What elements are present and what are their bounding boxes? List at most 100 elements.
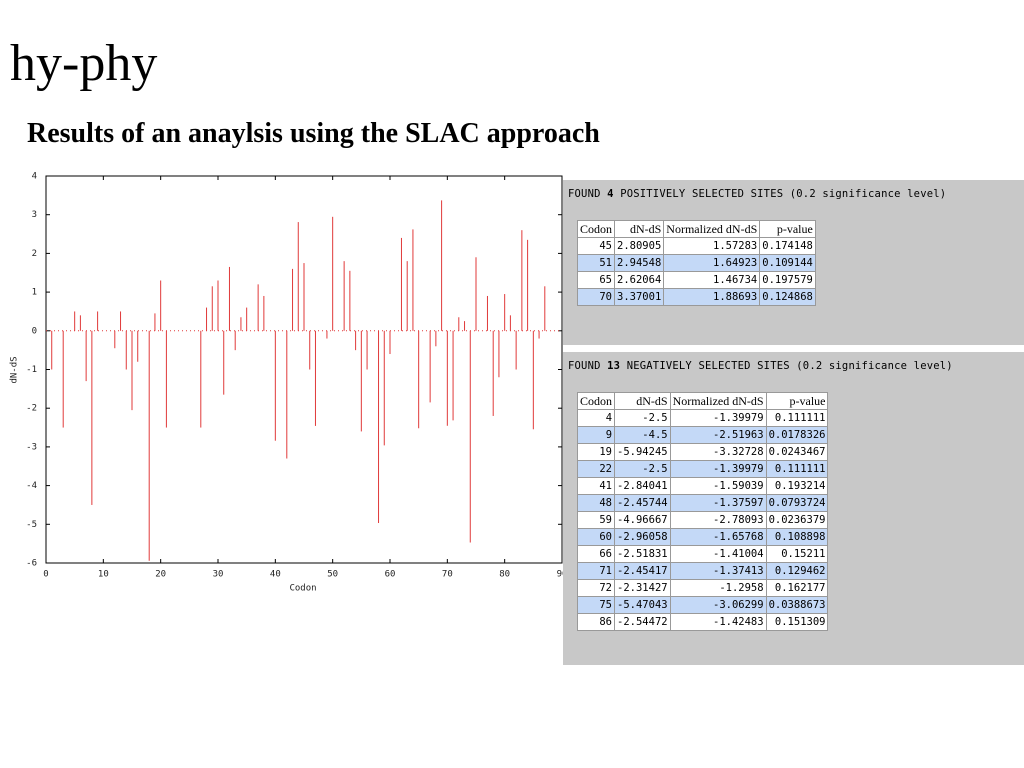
table-cell: 0.15211 (765, 545, 829, 563)
table-cell: -2.5 (614, 460, 671, 478)
heading-text: NEGATIVELY SELECTED SITES (0.2 significa… (626, 360, 953, 372)
table-head: Codon dN-dS Normalized dN-dS p-value (576, 220, 816, 238)
bar (326, 330, 328, 339)
bar (79, 315, 81, 331)
bar (332, 216, 334, 331)
table-row: 45 2.80905 1.57283 0.174148 (576, 237, 816, 255)
table-cell: 0.151309 (765, 613, 829, 631)
bar (355, 330, 357, 351)
bar (400, 237, 402, 331)
table-cell: 1.46734 (663, 271, 761, 289)
bar (62, 330, 64, 428)
column-header: p-value (759, 220, 816, 238)
table-cell: 70 (576, 288, 616, 306)
bar (458, 317, 460, 331)
bar (125, 330, 127, 370)
table-panel: FOUND 13 NEGATIVELY SELECTED SITES (0.2 … (563, 352, 1024, 665)
column-header: p-value (765, 392, 829, 410)
bar (286, 330, 288, 459)
bar (314, 330, 316, 426)
bar (544, 286, 546, 331)
bar (475, 257, 477, 331)
x-tick-label: 80 (499, 570, 510, 580)
table-cell: 0.0178326 (765, 426, 829, 444)
y-tick-label: 4 (32, 172, 37, 182)
table-row: 60 -2.96058 -1.65768 0.108898 (576, 528, 829, 546)
table-cell: 0.124868 (759, 288, 816, 306)
bar (446, 330, 448, 426)
header-row: Codon dN-dS Normalized dN-dS p-value (576, 392, 829, 410)
table-cell: 0.174148 (759, 237, 816, 255)
bar (389, 330, 391, 355)
table-cell: 4 (576, 409, 616, 427)
table-cell: -2.31427 (614, 579, 671, 597)
heading-text: FOUND (568, 360, 601, 372)
table-cell: -1.37413 (669, 562, 767, 580)
table-cell: 48 (576, 494, 616, 512)
bar (234, 330, 236, 351)
table-cell: -2.5 (614, 409, 671, 427)
table-cell: -2.78093 (669, 511, 767, 529)
table-row: 72 -2.31427 -1.2958 0.162177 (576, 579, 829, 597)
table-cell: 2.80905 (614, 237, 665, 255)
bar (217, 280, 219, 331)
table-cell: 72 (576, 579, 616, 597)
bar (303, 263, 305, 331)
table-cell: 45 (576, 237, 616, 255)
bar (441, 200, 443, 331)
column-header: dN-dS (614, 220, 665, 238)
y-tick-label: 0 (32, 326, 37, 336)
table-row: 4 -2.5 -1.39979 0.111111 (576, 409, 829, 427)
bar (97, 311, 99, 331)
table-cell: -1.2958 (669, 579, 767, 597)
table-cell: 59 (576, 511, 616, 529)
bar (246, 307, 248, 331)
table-cell: -4.96667 (614, 511, 671, 529)
table-cell: 1.64923 (663, 254, 761, 272)
table-cell: -2.54472 (614, 613, 671, 631)
heading-text: FOUND (568, 188, 601, 200)
table-cell: -3.06299 (669, 596, 767, 614)
bar (137, 330, 139, 362)
heading-count: 13 (607, 360, 621, 372)
table-cell: -3.32728 (669, 443, 767, 461)
table-row: 22 -2.5 -1.39979 0.111111 (576, 460, 829, 478)
bar (538, 330, 540, 339)
table-cell: 65 (576, 271, 616, 289)
y-tick-label: -6 (26, 559, 37, 569)
bar (383, 330, 385, 446)
table-row: 19 -5.94245 -3.32728 0.0243467 (576, 443, 829, 461)
bar (515, 330, 517, 370)
bar (469, 330, 471, 543)
bar (131, 330, 133, 411)
table-head: Codon dN-dS Normalized dN-dS p-value (576, 392, 829, 410)
bar (274, 330, 276, 441)
table-cell: 0.108898 (765, 528, 829, 546)
table-row: 51 2.94548 1.64923 0.109144 (576, 254, 816, 272)
table-cell: -1.41004 (669, 545, 767, 563)
bar (412, 229, 414, 331)
table-row: 59 -4.96667 -2.78093 0.0236379 (576, 511, 829, 529)
table-heading: FOUND 4 POSITIVELY SELECTED SITES (0.2 s… (563, 180, 1024, 200)
table-cell: -1.42483 (669, 613, 767, 631)
table-cell: 0.0388673 (765, 596, 829, 614)
table-cell: -5.47043 (614, 596, 671, 614)
table-row: 71 -2.45417 -1.37413 0.129462 (576, 562, 829, 580)
bar (532, 330, 534, 430)
bar (406, 261, 408, 331)
bar (148, 330, 150, 561)
table-cell: -2.51963 (669, 426, 767, 444)
bar (429, 330, 431, 403)
y-tick-label: 1 (32, 288, 37, 298)
table-cell: -2.96058 (614, 528, 671, 546)
table-cell: 0.129462 (765, 562, 829, 580)
bar (85, 330, 87, 382)
bar (206, 307, 208, 331)
bar (292, 268, 294, 331)
bar (74, 311, 76, 331)
slide-title: hy-phy (10, 35, 158, 92)
table-row: 65 2.62064 1.46734 0.197579 (576, 271, 816, 289)
table-cell: -1.39979 (669, 460, 767, 478)
bar (160, 280, 162, 331)
